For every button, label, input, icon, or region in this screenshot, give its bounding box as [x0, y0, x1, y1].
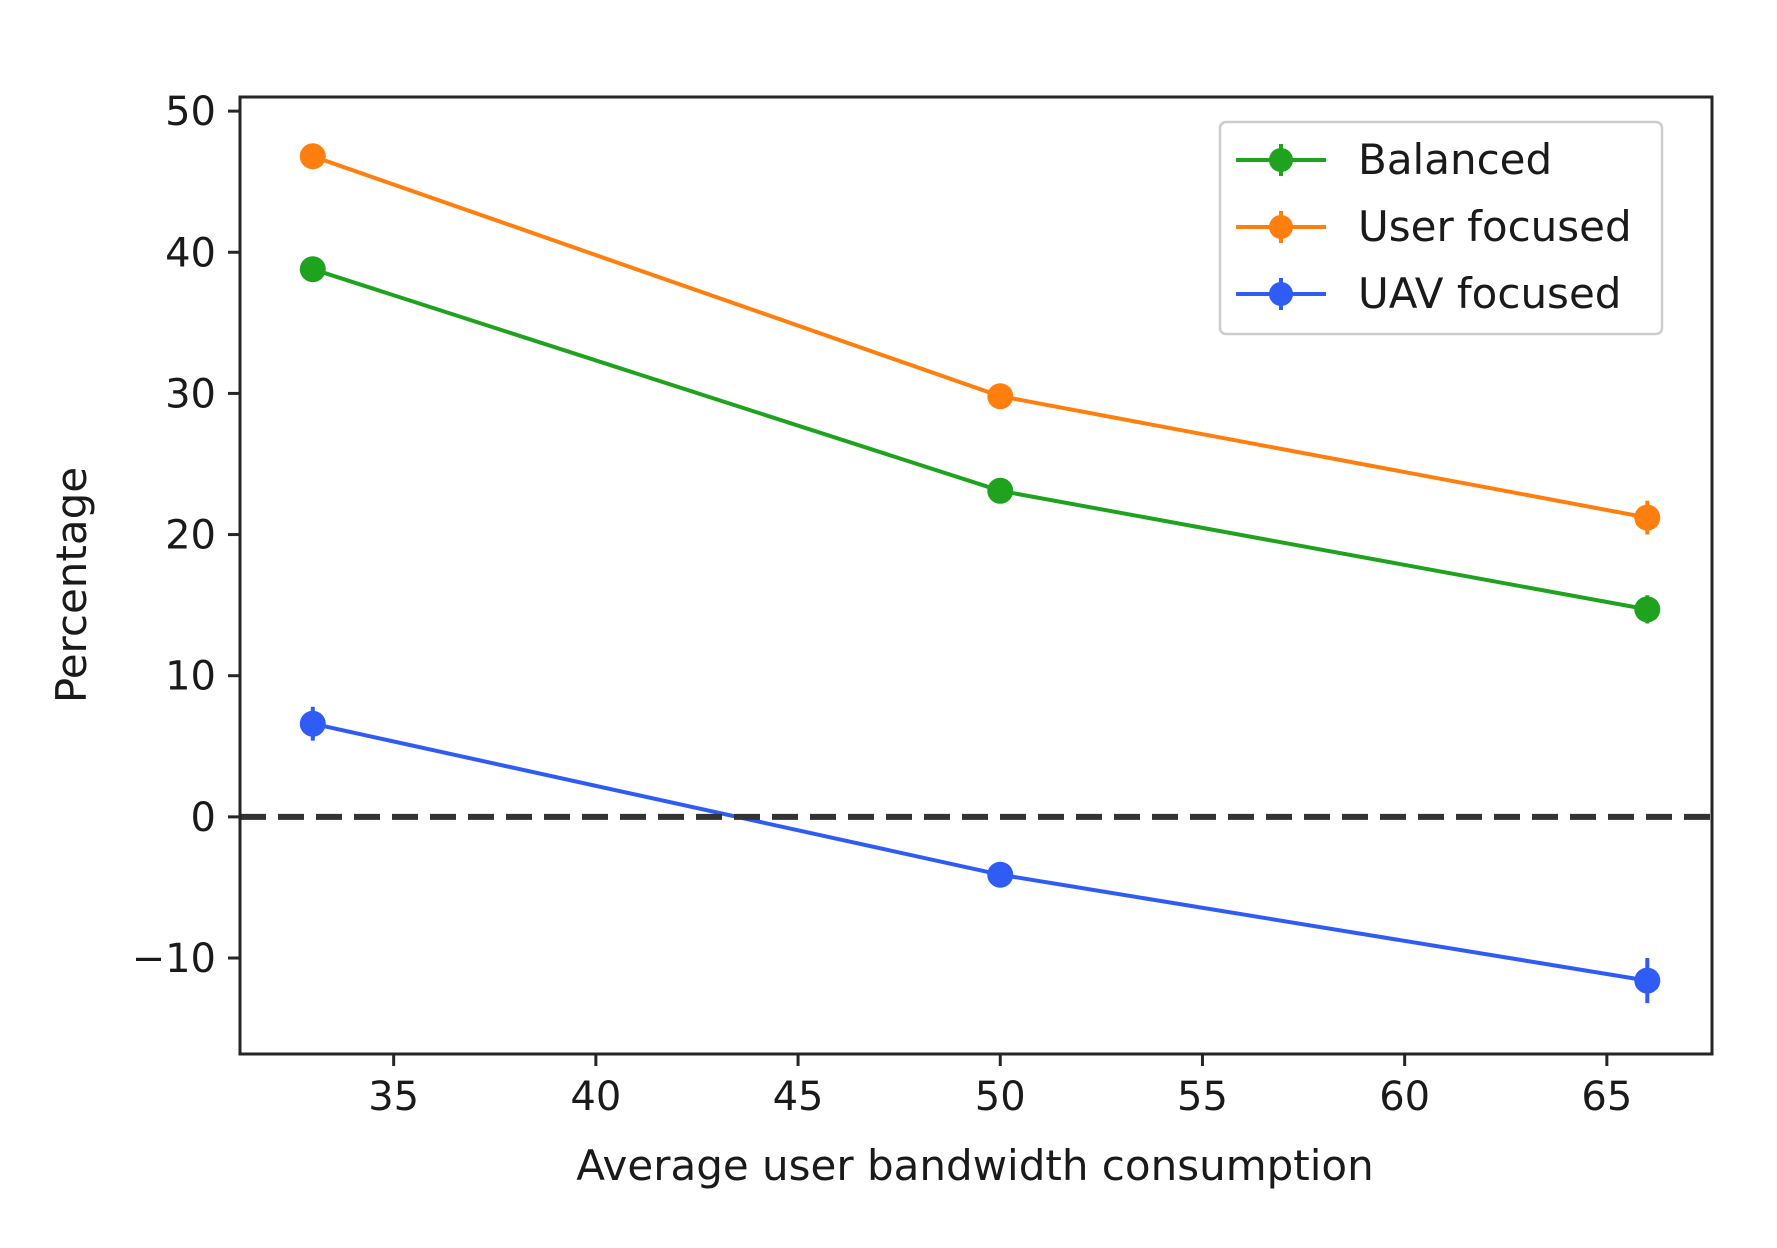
plot-layer [240, 143, 1712, 1004]
x-tick-label-3: 50 [975, 1074, 1026, 1120]
y-axis: 50 40 30 20 10 0 −10 [132, 89, 240, 982]
legend-marker-balanced [1269, 148, 1293, 172]
y-tick-label-3: 20 [165, 513, 216, 559]
x-tick-label-5: 60 [1379, 1074, 1430, 1120]
x-tick-label-2: 45 [773, 1074, 824, 1120]
legend-box [1218, 120, 1664, 336]
data-point-balanced-0 [299, 256, 326, 283]
x-axis: 35 40 45 50 55 60 65 [368, 1054, 1632, 1120]
data-point-balanced-1 [987, 477, 1014, 504]
legend-marker-user-focused [1269, 215, 1293, 239]
y-tick-label-0: 50 [165, 89, 216, 135]
data-point-uav-focused-0 [299, 710, 326, 737]
data-point-uav-focused-2 [1634, 967, 1661, 994]
y-tick-label-6: −10 [132, 936, 216, 982]
x-tick-label-4: 55 [1177, 1074, 1228, 1120]
plot-frame [238, 95, 1714, 1056]
y-tick-label-4: 10 [165, 654, 216, 700]
x-axis-label: Average user bandwidth consumption [576, 1141, 1374, 1190]
legend-item-balanced: Balanced [1236, 135, 1552, 184]
x-tick-label-1: 40 [570, 1074, 621, 1120]
legend-label-uav-focused: UAV focused [1358, 269, 1621, 318]
legend-label-user-focused: User focused [1358, 202, 1632, 251]
data-point-user-focused-2 [1634, 504, 1661, 531]
data-point-balanced-2 [1634, 596, 1661, 623]
y-axis-label: Percentage [47, 467, 96, 703]
legend-item-user-focused: User focused [1236, 202, 1632, 251]
data-point-user-focused-0 [299, 143, 326, 170]
x-tick-label-0: 35 [368, 1074, 419, 1120]
x-tick-label-6: 65 [1581, 1074, 1632, 1120]
y-tick-label-1: 40 [165, 230, 216, 276]
data-point-uav-focused-1 [987, 861, 1014, 888]
legend-item-uav-focused: UAV focused [1236, 269, 1621, 318]
y-tick-label-2: 30 [165, 371, 216, 417]
y-tick-label-5: 0 [191, 795, 216, 841]
legend-marker-uav-focused [1269, 282, 1293, 306]
legend-label-balanced: Balanced [1358, 135, 1552, 184]
data-point-user-focused-1 [987, 383, 1014, 410]
legend: Balanced User focused UAV focused [1218, 120, 1664, 336]
